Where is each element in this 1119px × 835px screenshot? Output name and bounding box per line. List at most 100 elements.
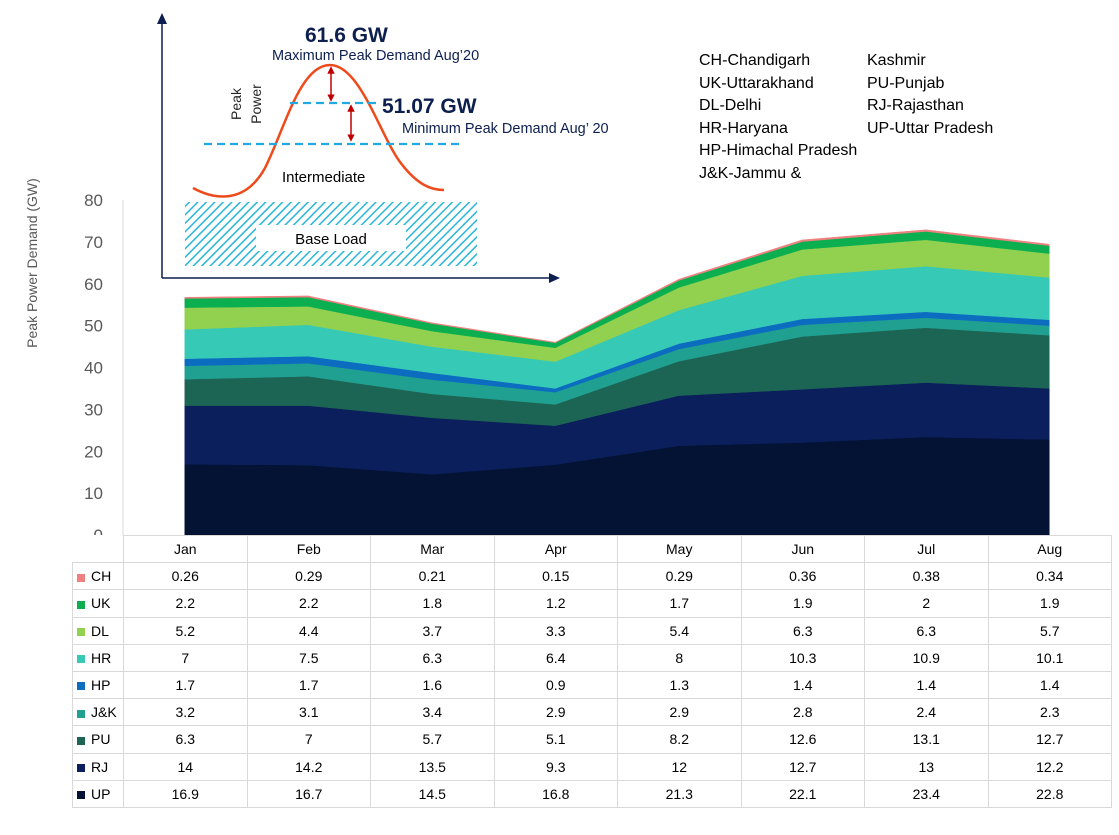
table-row: UP 16.9 16.7 14.5 16.8 21.3 22.1 23.4 22.8 [72,779,1112,808]
demand-curve [192,63,445,198]
table-cell: 2 [864,589,989,618]
table-cell: 0.29 [617,562,742,591]
legend-swatch [77,682,85,691]
abbrev-item: UK-Uttarakhand [699,74,814,92]
table-row: HR 7 7.5 6.3 6.4 8 10.3 10.9 10.1 [72,643,1112,672]
column-header: Jul [864,534,989,564]
table-cell: 9.3 [493,752,618,781]
table-cell: 7 [246,725,371,754]
table-cell: 16.7 [246,779,371,808]
table-cell: 12 [617,752,742,781]
table-cell: 14.2 [246,752,371,781]
table-cell: 13.5 [370,752,495,781]
table-cell: 1.2 [493,589,618,618]
table-cell: 12.7 [740,752,865,781]
table-cell: 3.4 [370,698,495,727]
inset-axis-label-power: Power [248,84,264,124]
table-cell: 0.34 [987,562,1112,591]
column-header: Jun [740,534,865,564]
table-cell: 5.2 [123,616,248,645]
table-cell: 6.3 [123,725,248,754]
abbrev-item: RJ-Rajasthan [867,97,964,115]
y-tick-label: 50 [84,317,103,336]
max-peak-value: 61.6 GW [305,24,388,47]
row-label: DL [91,622,109,639]
area-series [184,229,1050,535]
table-cell: 0.36 [740,562,865,591]
column-header: Jan [123,534,248,564]
table-cell: 0.9 [493,670,618,700]
table-cell: 2.9 [493,698,618,727]
legend-swatch [77,763,85,772]
column-header: May [617,534,742,564]
abbrev-item: HP-Himachal Pradesh [699,142,858,160]
base-load-label-box [256,225,406,251]
table-row: RJ 14 14.2 13.5 9.3 12 12.7 13 12.2 [72,752,1112,781]
table-cell: 7 [123,643,248,672]
table-cell: 21.3 [617,779,742,808]
table-cell: 10.9 [864,643,989,672]
abbrev-item: J&K-Jammu & [699,164,802,182]
table-row: J&K 3.2 3.1 3.4 2.9 2.9 2.8 2.4 2.3 [72,698,1112,727]
table-cell: 4.4 [246,616,371,645]
table-cell: 1.4 [987,670,1112,700]
data-table: Jan Feb Mar Apr May Jun Jul Aug CH 0.26 0.29 0.21 0… [72,534,1112,808]
table-cell: 0.26 [123,562,248,591]
inset-axis-label-peak: Peak [228,87,244,120]
y-tick-label: 10 [84,484,103,503]
table-cell: 1.7 [123,670,248,700]
legend-swatch [77,655,85,664]
row-label: HP [91,677,111,694]
table-cell: 1.7 [617,589,742,618]
intermediate-label: Intermediate [282,169,365,186]
y-axis-ticks: 0 10 20 30 40 50 60 70 80 [84,191,103,535]
y-tick-label: 60 [84,275,103,294]
column-header: Apr [493,534,618,564]
max-peak-label: Maximum Peak Demand Aug’20 [272,48,479,64]
legend-swatch [77,791,85,800]
abbrev-item: Kashmir [867,52,926,69]
row-header: DL [72,616,124,645]
table-cell: 12.7 [987,725,1112,754]
table-row: PU 6.3 7 5.7 5.1 8.2 12.6 13.1 12.7 [72,725,1112,754]
table-cell: 16.8 [493,779,618,808]
abbrev-column-1: CH-Chandigarh UK-Uttarakhand DL-Delhi HR… [699,50,857,186]
table-corner [72,535,124,564]
row-label: UK [91,595,111,612]
table-row: DL 5.2 4.4 3.7 3.3 5.4 6.3 6.3 5.7 [72,616,1112,645]
row-header: CH [72,562,124,591]
min-peak-label: Minimum Peak Demand Aug’ 20 [402,121,609,137]
row-label: CH [91,568,112,585]
min-peak-value: 51.07 GW [382,95,477,118]
peak-demand-inset-diagram: Base Load 61.6 GW Maximum Peak Demand Au… [157,13,609,283]
table-cell: 3.1 [246,698,371,727]
row-header: UP [72,779,124,808]
table-cell: 8.2 [617,725,742,754]
table-cell: 7.5 [246,643,371,672]
table-cell: 6.3 [864,616,989,645]
table-cell: 6.3 [740,616,865,645]
table-row: UK 2.2 2.2 1.8 1.2 1.7 1.9 2 1.9 [72,589,1112,618]
table-cell: 8 [617,643,742,672]
inset-x-axis-arrow-icon [549,273,560,283]
table-cell: 1.4 [740,670,865,700]
table-row: HP 1.7 1.7 1.6 0.9 1.3 1.4 1.4 1.4 [72,670,1112,700]
table-cell: 5.7 [987,616,1112,645]
table-cell: 5.1 [493,725,618,754]
table-row: CH 0.26 0.29 0.21 0.15 0.29 0.36 0.38 0.34 [72,562,1112,591]
table-cell: 1.7 [246,670,371,700]
table-cell: 23.4 [864,779,989,808]
table-cell: 0.29 [246,562,371,591]
table-cell: 13 [864,752,989,781]
y-tick-label: 40 [84,359,103,378]
table-cell: 12.2 [987,752,1112,781]
abbrev-column-2: Kashmir PU-Punjab RJ-Rajasthan UP-Uttar … [867,50,993,140]
table-cell: 2.2 [246,589,371,618]
y-tick-label: 0 [94,526,103,535]
row-header: HP [72,670,124,700]
table-cell: 2.2 [123,589,248,618]
table-cell: 6.4 [493,643,618,672]
y-tick-label: 30 [84,400,103,419]
stacked-area-chart: 0 10 20 30 40 50 60 70 80 Base Load 61.6 GW Maxi… [84,13,1050,535]
y-tick-label: 20 [84,442,103,461]
